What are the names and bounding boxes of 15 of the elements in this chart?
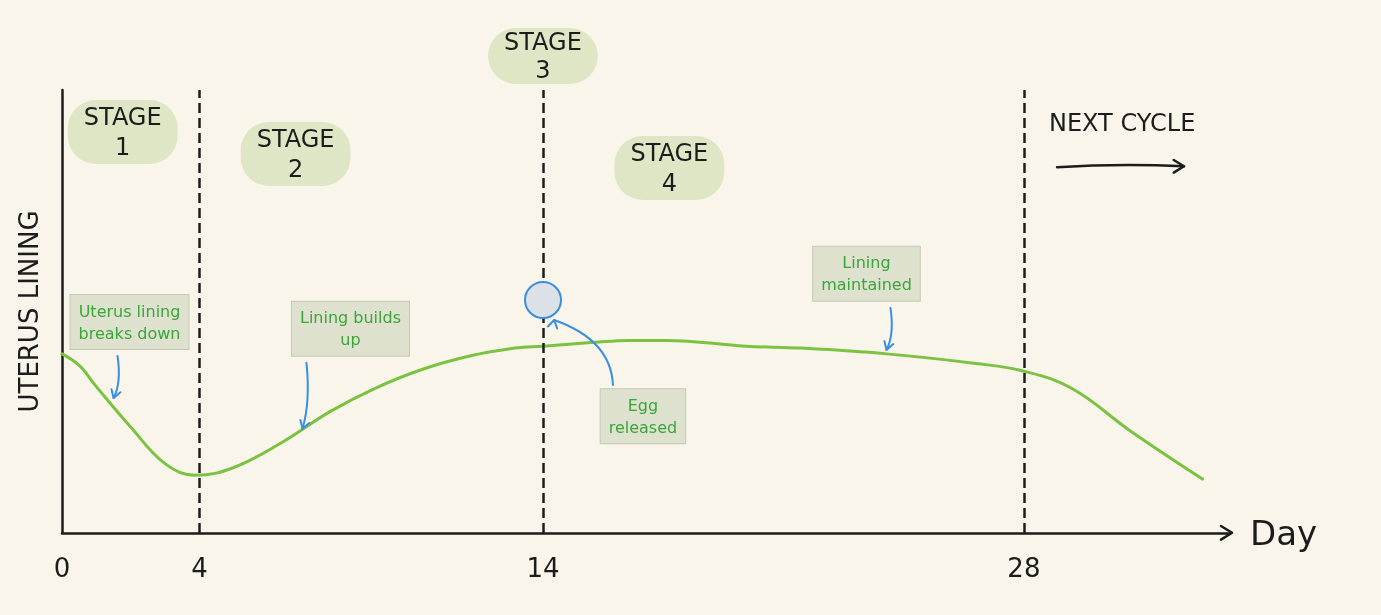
annotation: Egg released <box>608 395 678 437</box>
ref-line-label: STAGE 3 <box>504 28 582 84</box>
x-tick-label: 14 <box>526 553 560 583</box>
annotation: Uterus lining breaks down <box>78 301 181 343</box>
x-tick-label: 0 <box>53 553 71 583</box>
text: STAGE 1 <box>83 103 162 161</box>
text: STAGE 2 <box>256 125 335 183</box>
text: STAGE 4 <box>630 139 709 197</box>
x-tick-label: 4 <box>191 553 208 583</box>
annotation: Lining maintained <box>821 253 912 295</box>
text: NEXT CYCLE <box>1048 109 1196 137</box>
x-tick-label: 28 <box>1007 553 1041 583</box>
y-axis-title: UTERUS LINING <box>14 210 44 413</box>
x-axis-title: Day <box>1250 513 1318 553</box>
annotation: Lining builds up <box>299 308 401 350</box>
